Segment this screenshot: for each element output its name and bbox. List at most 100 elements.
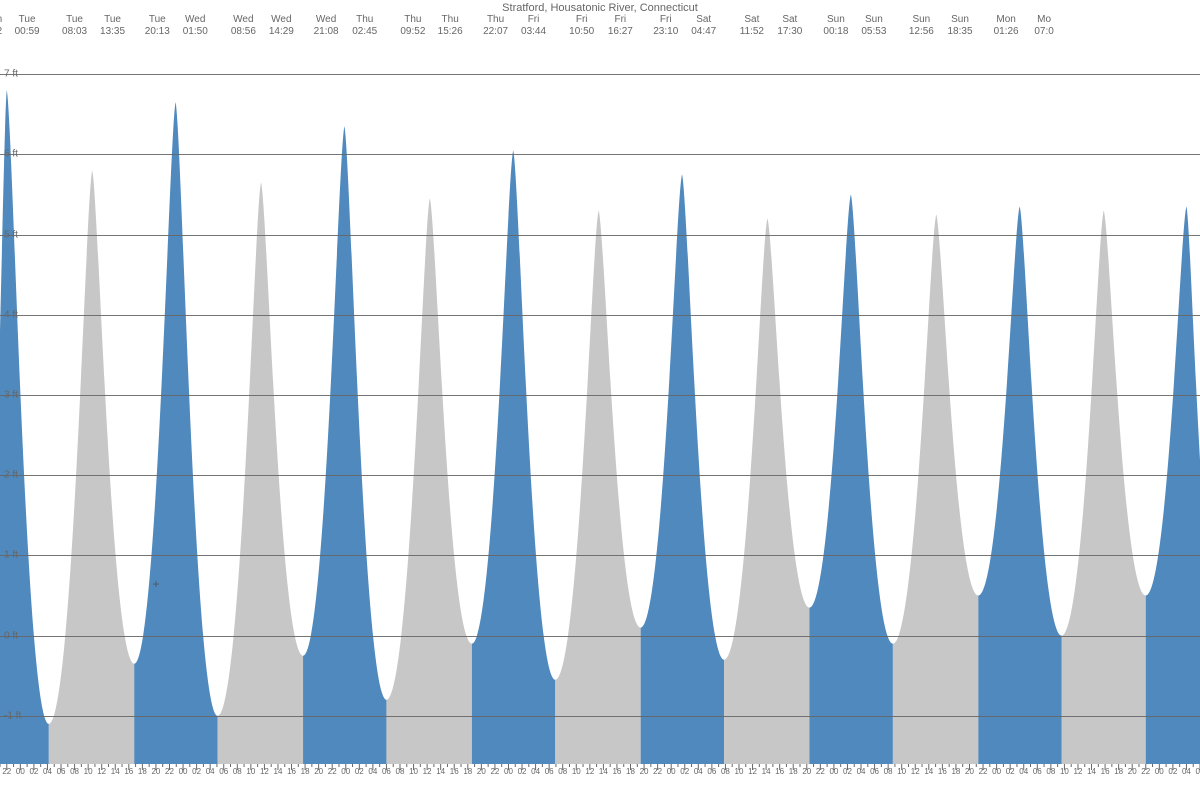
event-label: Sat04:47	[681, 14, 727, 38]
x-tick-label: 00	[992, 767, 1001, 776]
x-tick-label: 02	[843, 767, 852, 776]
plot-area: + 22000204060810121416182022000204060810…	[0, 42, 1200, 782]
x-tick-label: 06	[382, 767, 391, 776]
x-tick-label: 04	[368, 767, 377, 776]
x-tick-label: 10	[897, 767, 906, 776]
x-tick-label: 18	[789, 767, 798, 776]
gridline	[0, 716, 1200, 717]
x-tick-label: 20	[314, 767, 323, 776]
x-tick-label: 04	[206, 767, 215, 776]
event-label: Tue00:59	[4, 14, 50, 38]
tide-segment	[472, 150, 555, 764]
x-tick-label: 06	[1033, 767, 1042, 776]
x-tick-label: 08	[233, 767, 242, 776]
x-tick-label: 14	[274, 767, 283, 776]
y-tick-label: 7 ft	[4, 69, 18, 80]
y-tick-label: -1 ft	[4, 710, 21, 721]
gridline	[0, 74, 1200, 75]
x-tick-label: 18	[626, 767, 635, 776]
x-tick-label: 18	[1114, 767, 1123, 776]
y-tick-label: 4 ft	[4, 309, 18, 320]
x-tick-label: 16	[450, 767, 459, 776]
x-tick-label: 10	[84, 767, 93, 776]
x-tick-label: 02	[192, 767, 201, 776]
x-tick-label: 20	[477, 767, 486, 776]
x-tick-label: 14	[762, 767, 771, 776]
tide-segment	[0, 90, 49, 764]
x-tick-label: 22	[653, 767, 662, 776]
x-tick-label: 16	[612, 767, 621, 776]
gridline	[0, 154, 1200, 155]
x-tick-label: 04	[43, 767, 52, 776]
x-tick-label: 22	[328, 767, 337, 776]
tide-segment	[1146, 206, 1200, 764]
x-tick-label: 00	[1155, 767, 1164, 776]
tide-segment	[555, 210, 640, 764]
x-tick-label: 20	[965, 767, 974, 776]
x-tick-label: 02	[680, 767, 689, 776]
x-tick-label: 16	[124, 767, 133, 776]
gridline	[0, 555, 1200, 556]
x-tick-label: 04	[857, 767, 866, 776]
x-tick-label: 06	[1196, 767, 1200, 776]
chart-title: Stratford, Housatonic River, Connecticut	[0, 2, 1200, 14]
x-axis-ticks: 22 00 02 04 06 08 10 12 14 16 18 20 22 00 02 04 06 08 10 12…	[0, 764, 1200, 782]
x-tick-label: 12	[1074, 767, 1083, 776]
x-tick-label: 08	[1046, 767, 1055, 776]
x-tick-label: 18	[138, 767, 147, 776]
x-tick-label: 04	[531, 767, 540, 776]
x-tick-label: 08	[70, 767, 79, 776]
x-tick-label: 02	[518, 767, 527, 776]
tide-segment	[303, 126, 386, 764]
tide-segment	[218, 182, 303, 764]
x-tick-label: 16	[1101, 767, 1110, 776]
x-tick-label: 06	[545, 767, 554, 776]
y-tick-label: 6 ft	[4, 149, 18, 160]
event-label: Sat17:30	[767, 14, 813, 38]
gridline	[0, 636, 1200, 637]
x-tick-label: 18	[951, 767, 960, 776]
gridline	[0, 395, 1200, 396]
x-tick-label: 02	[355, 767, 364, 776]
event-label: Thu15:26	[427, 14, 473, 38]
y-tick-label: 0 ft	[4, 630, 18, 641]
x-tick-label: 22	[1141, 767, 1150, 776]
gridline	[0, 475, 1200, 476]
x-tick-label: 02	[1006, 767, 1015, 776]
y-tick-label: 3 ft	[4, 389, 18, 400]
x-tick-label: 20	[1128, 767, 1137, 776]
x-tick-label: 00	[829, 767, 838, 776]
gridline	[0, 315, 1200, 316]
x-tick-label: 12	[423, 767, 432, 776]
tide-segment	[386, 198, 471, 764]
x-tick-label: 06	[707, 767, 716, 776]
x-tick-label: 08	[558, 767, 567, 776]
x-tick-label: 16	[938, 767, 947, 776]
x-tick-label: 14	[436, 767, 445, 776]
tide-segment	[978, 206, 1061, 764]
x-tick-label: 22	[490, 767, 499, 776]
x-tick-label: 12	[748, 767, 757, 776]
tide-segment	[1062, 210, 1146, 764]
gridline	[0, 235, 1200, 236]
x-tick-label: 00	[504, 767, 513, 776]
x-tick-label: 22	[2, 767, 11, 776]
tide-segment	[641, 174, 724, 764]
x-tick-label: 04	[1182, 767, 1191, 776]
x-tick-label: 06	[870, 767, 879, 776]
x-tick-label: 08	[721, 767, 730, 776]
tide-segment	[134, 102, 217, 764]
x-tick-label: 10	[409, 767, 418, 776]
x-tick-label: 20	[802, 767, 811, 776]
x-tick-label: 06	[57, 767, 66, 776]
x-tick-label: 00	[179, 767, 188, 776]
x-tick-label: 14	[111, 767, 120, 776]
x-tick-label: 04	[694, 767, 703, 776]
event-label: Mo07:0	[1021, 14, 1067, 38]
x-tick-label: 10	[735, 767, 744, 776]
x-tick-label: 10	[572, 767, 581, 776]
tide-segment	[809, 194, 892, 764]
x-tick-label: 12	[260, 767, 269, 776]
x-tick-label: 12	[97, 767, 106, 776]
event-label: Sun05:53	[851, 14, 897, 38]
